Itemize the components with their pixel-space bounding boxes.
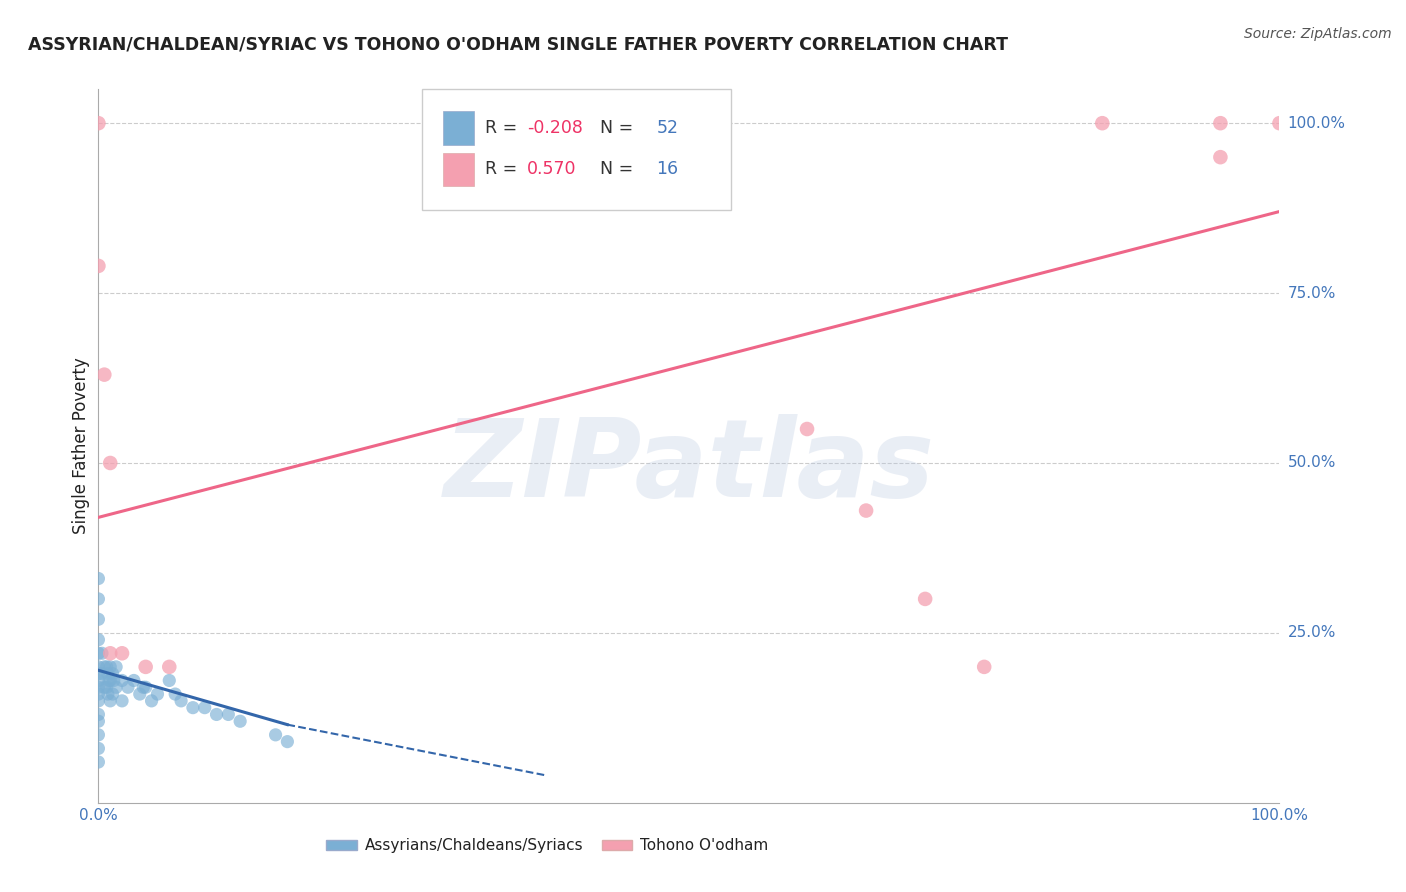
Point xyxy=(87,673,110,688)
Point xyxy=(796,422,818,436)
Point xyxy=(111,646,134,660)
Point xyxy=(1209,150,1232,164)
Text: N =: N = xyxy=(600,161,640,178)
Point xyxy=(87,660,110,674)
Point xyxy=(87,259,110,273)
Point xyxy=(103,673,125,688)
Point xyxy=(122,673,145,688)
Point xyxy=(194,700,217,714)
Point xyxy=(157,660,180,674)
Text: 75.0%: 75.0% xyxy=(1288,285,1336,301)
Point xyxy=(87,687,110,701)
Point xyxy=(87,646,110,660)
Point xyxy=(87,116,110,130)
Point xyxy=(264,728,287,742)
Point xyxy=(87,755,110,769)
Point xyxy=(973,660,995,674)
Point xyxy=(117,680,139,694)
Text: -0.208: -0.208 xyxy=(527,119,583,136)
Point xyxy=(1209,116,1232,130)
Point xyxy=(135,660,157,674)
Text: Source: ZipAtlas.com: Source: ZipAtlas.com xyxy=(1244,27,1392,41)
Text: 16: 16 xyxy=(657,161,679,178)
Text: R =: R = xyxy=(485,161,529,178)
Point xyxy=(205,707,228,722)
Point xyxy=(98,694,121,708)
Y-axis label: Single Father Poverty: Single Father Poverty xyxy=(72,358,90,534)
Point xyxy=(87,741,110,756)
Text: R =: R = xyxy=(485,119,523,136)
Text: 25.0%: 25.0% xyxy=(1288,625,1336,640)
Point xyxy=(141,694,163,708)
Point xyxy=(87,572,110,586)
Point xyxy=(91,646,114,660)
Point xyxy=(914,591,936,606)
Text: 52: 52 xyxy=(657,119,679,136)
Point xyxy=(132,680,155,694)
Point xyxy=(1091,116,1114,130)
Point xyxy=(111,673,134,688)
Point xyxy=(181,700,204,714)
Point xyxy=(98,646,121,660)
Point xyxy=(87,632,110,647)
Point xyxy=(93,368,115,382)
Point xyxy=(165,687,187,701)
Point xyxy=(87,728,110,742)
Point xyxy=(87,707,110,722)
Point xyxy=(229,714,252,729)
Point xyxy=(128,687,150,701)
Point xyxy=(93,680,115,694)
Point xyxy=(105,660,128,674)
Point xyxy=(157,673,180,688)
Text: N =: N = xyxy=(600,119,640,136)
Point xyxy=(1268,116,1291,130)
Point xyxy=(105,680,128,694)
Point xyxy=(146,687,169,701)
Point xyxy=(101,687,124,701)
Point xyxy=(93,660,115,674)
Point xyxy=(96,680,118,694)
Point xyxy=(96,660,118,674)
Point xyxy=(98,673,121,688)
Point xyxy=(97,666,120,681)
Point xyxy=(98,660,121,674)
Point xyxy=(87,714,110,729)
Point xyxy=(91,666,114,681)
Point xyxy=(98,673,121,688)
Point xyxy=(101,666,124,681)
Point xyxy=(87,612,110,626)
Legend: Assyrians/Chaldeans/Syriacs, Tohono O'odham: Assyrians/Chaldeans/Syriacs, Tohono O'od… xyxy=(321,832,775,859)
Point xyxy=(855,503,877,517)
Point xyxy=(170,694,193,708)
Point xyxy=(276,734,298,748)
Text: 100.0%: 100.0% xyxy=(1288,116,1346,131)
Text: 50.0%: 50.0% xyxy=(1288,456,1336,470)
Text: ASSYRIAN/CHALDEAN/SYRIAC VS TOHONO O'ODHAM SINGLE FATHER POVERTY CORRELATION CHA: ASSYRIAN/CHALDEAN/SYRIAC VS TOHONO O'ODH… xyxy=(28,36,1008,54)
Point xyxy=(87,680,110,694)
Point xyxy=(87,591,110,606)
Point xyxy=(135,680,157,694)
Point xyxy=(87,666,110,681)
Point xyxy=(111,694,134,708)
Point xyxy=(217,707,239,722)
Point xyxy=(87,694,110,708)
Text: ZIPatlas: ZIPatlas xyxy=(443,415,935,520)
Text: 0.570: 0.570 xyxy=(527,161,576,178)
Point xyxy=(98,456,121,470)
Point xyxy=(97,687,120,701)
